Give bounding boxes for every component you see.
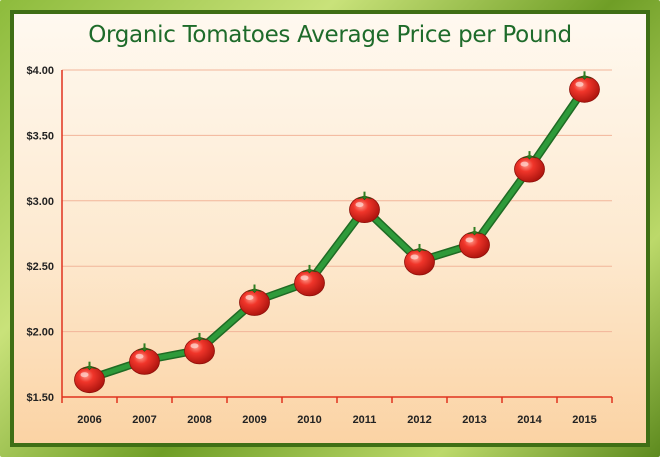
y-tick-label: $3.50 — [26, 130, 54, 142]
y-tick-label: $2.00 — [26, 327, 54, 339]
x-tick-label: 2007 — [132, 414, 156, 426]
tomato-marker — [294, 264, 325, 297]
x-tick-label: 2012 — [407, 414, 431, 426]
x-tick-label: 2009 — [242, 414, 266, 426]
y-tick-label: $3.00 — [26, 196, 54, 208]
x-tick-label: 2008 — [187, 414, 211, 426]
y-tick-label: $2.50 — [26, 261, 54, 273]
x-tick-label: 2006 — [77, 414, 101, 426]
tomato-marker — [129, 343, 160, 375]
chart-title: Organic Tomatoes Average Price per Pound — [88, 22, 572, 48]
tomato-marker — [239, 284, 270, 316]
price-series — [85, 84, 589, 383]
tomato-marker — [404, 243, 435, 276]
x-tick-label: 2011 — [353, 414, 377, 426]
y-tick-label: $4.00 — [26, 65, 54, 77]
grid-lines — [62, 69, 612, 333]
x-tick-label: 2013 — [462, 414, 486, 426]
series-line — [87, 85, 587, 382]
x-tick-labels: 2006 2007 2008 2009 2010 2011 2012 2013 2014 2015 — [77, 414, 596, 426]
axes — [61, 70, 613, 403]
x-tick-label: 2015 — [572, 414, 596, 426]
tomato-marker — [349, 191, 380, 224]
tomato-marker — [459, 226, 490, 259]
tomato-markers — [74, 71, 600, 394]
tomato-marker — [514, 151, 545, 183]
tomato-marker — [569, 71, 600, 103]
x-tick-label: 2014 — [517, 414, 542, 426]
tomato-marker — [184, 332, 215, 365]
x-tick-label: 2010 — [297, 414, 321, 426]
tomato-marker — [74, 361, 105, 394]
series-line-shadow — [85, 84, 589, 383]
y-tick-labels: $1.50 $2.00 $2.50 $3.00 $3.50 $4.00 — [26, 65, 54, 404]
y-tick-label: $1.50 — [26, 392, 54, 404]
